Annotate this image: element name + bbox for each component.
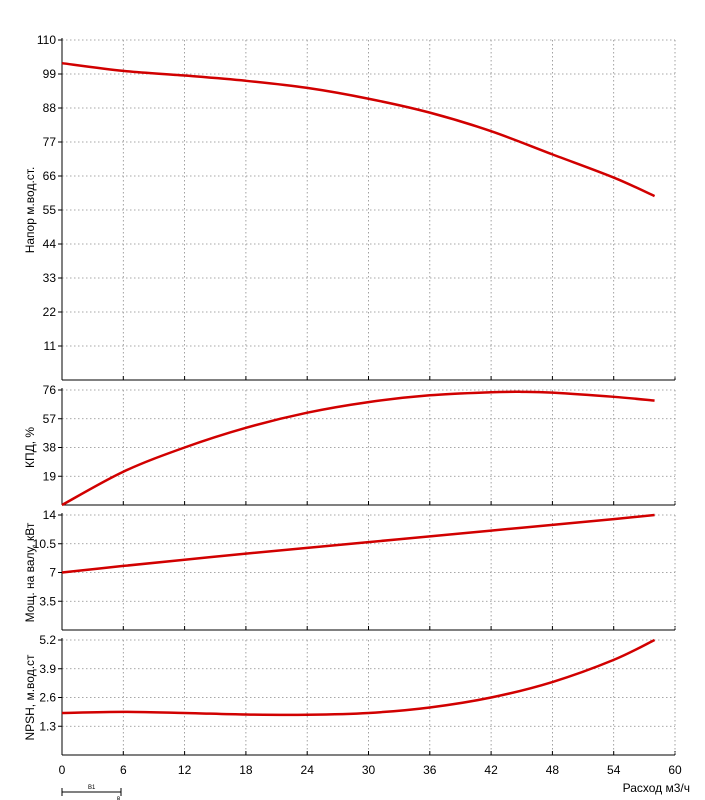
panel-power-ytick-label: 14 — [43, 508, 57, 522]
x-tick-label: 6 — [120, 763, 127, 777]
panel-power: 3.5 7 10.5 14 Мощ. на валу, кВт — [23, 508, 676, 631]
panel-head-series-line — [61, 61, 656, 198]
x-tick-label: 12 — [178, 763, 192, 777]
x-axis: 0 6 12 18 24 30 36 42 48 54 60 Расход м3/ч — [59, 763, 690, 795]
panel-head-ytick-label: 110 — [37, 33, 56, 47]
panel-efficiency-ytick-label: 76 — [43, 383, 57, 397]
b1-annotation: B1 в — [61, 785, 122, 800]
panel-npsh-ytick-label: 5.2 — [39, 633, 56, 647]
x-tick-label: 42 — [484, 763, 498, 777]
panel-head-ytick-label: 33 — [43, 271, 57, 285]
panel-head-ytick-label: 55 — [43, 203, 57, 217]
chart-panels: 11 22 33 44 55 66 77 88 99 110 Напор м.вод.ст. 19 38… — [23, 33, 676, 756]
panel-power-y-label: Мощ. на валу, кВт — [23, 522, 37, 622]
panel-power-ytick-label: 3.5 — [39, 594, 56, 608]
x-tick-label: 36 — [423, 763, 437, 777]
b1-small-mark: в — [117, 796, 120, 800]
panel-efficiency-ytick-label: 38 — [43, 441, 57, 455]
x-axis-label: Расход м3/ч — [623, 781, 690, 795]
panel-npsh-ytick-label: 1.3 — [39, 719, 56, 733]
panel-head-ytick-label: 44 — [43, 237, 57, 251]
x-tick-label: 18 — [239, 763, 253, 777]
x-tick-label: 60 — [668, 763, 682, 777]
x-tick-label: 0 — [59, 763, 66, 777]
panel-head-ytick-label: 77 — [43, 135, 57, 149]
x-tick-label: 30 — [362, 763, 376, 777]
panel-npsh-y-label: NPSH, м.вод.ст — [23, 654, 37, 741]
panel-efficiency-y-label: КПД, % — [23, 427, 37, 468]
panel-npsh-series-line — [61, 638, 656, 717]
panel-head: 11 22 33 44 55 66 77 88 99 110 Напор м.вод.ст. — [23, 33, 676, 381]
panel-head-y-label: Напор м.вод.ст. — [23, 167, 37, 254]
x-tick-label: 54 — [607, 763, 621, 777]
panel-head-ytick-label: 22 — [43, 305, 57, 319]
x-tick-label: 24 — [301, 763, 315, 777]
panel-efficiency-ytick-label: 19 — [43, 469, 57, 483]
panel-head-ytick-label: 66 — [43, 169, 57, 183]
panel-head-ytick-label: 11 — [44, 339, 57, 353]
x-tick-label: 48 — [546, 763, 560, 777]
panel-power-ytick-label: 7 — [49, 566, 56, 580]
panel-npsh-ytick-label: 3.9 — [39, 662, 56, 676]
panel-efficiency-series-line — [61, 390, 655, 507]
panel-power-ytick-label: 10.5 — [33, 537, 57, 551]
panel-npsh-ytick-label: 2.6 — [39, 691, 56, 705]
panel-head-ytick-label: 88 — [43, 101, 57, 115]
panel-head-ytick-label: 99 — [43, 67, 57, 81]
b1-label: B1 — [88, 785, 96, 791]
panel-efficiency: 19 38 57 76 КПД, % — [23, 383, 676, 507]
panel-efficiency-ytick-label: 57 — [43, 412, 57, 426]
